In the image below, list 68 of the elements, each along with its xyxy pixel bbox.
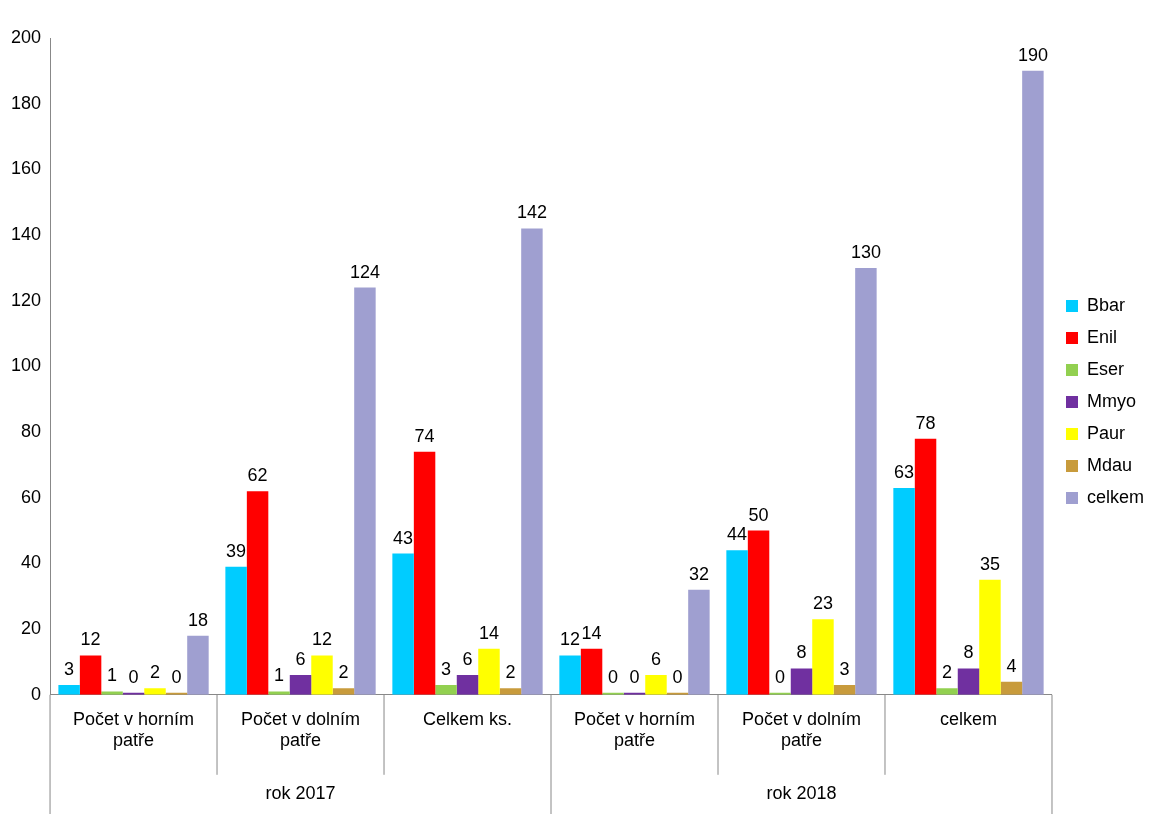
data-label: 0: [608, 666, 619, 687]
data-label: 130: [850, 241, 881, 262]
y-tick-label: 100: [10, 355, 42, 376]
x-tick-label: celkem: [939, 708, 997, 729]
y-tick-label: 140: [10, 224, 42, 245]
data-label: 0: [672, 666, 683, 687]
data-label: 6: [295, 649, 306, 670]
data-label: 3: [441, 658, 452, 679]
x-tick-label: Počet v horním patře: [573, 708, 696, 751]
x-tick-label: Počet v dolním patře: [240, 708, 361, 751]
data-label: 39: [226, 540, 247, 561]
data-label: 8: [796, 642, 807, 663]
y-tick-label: 160: [10, 158, 42, 179]
data-label: 1: [274, 665, 285, 686]
data-label: 6: [650, 649, 661, 670]
data-label: 63: [894, 461, 915, 482]
data-label: 12: [560, 629, 581, 650]
data-label: 12: [311, 629, 333, 650]
x-tick-label: Počet v dolním patře: [741, 708, 862, 751]
data-label: 14: [581, 622, 602, 643]
y-tick-label: 120: [10, 289, 42, 310]
legend-label: Mdau: [1086, 454, 1133, 475]
legend-label: Paur: [1086, 422, 1126, 443]
data-label: 43: [393, 527, 414, 548]
legend-label: celkem: [1086, 486, 1144, 507]
data-label: 142: [516, 202, 547, 223]
data-label: 6: [462, 649, 473, 670]
y-tick-label: 20: [21, 618, 42, 639]
legend-label: Bbar: [1086, 294, 1126, 315]
data-label: 2: [942, 662, 953, 683]
data-label: 190: [1017, 44, 1048, 65]
data-label: 1: [107, 665, 118, 686]
text: rok 2018: [766, 783, 837, 804]
data-label: 74: [414, 425, 435, 446]
y-tick-label: 180: [10, 92, 42, 113]
data-label: 78: [915, 412, 936, 433]
legend-label: Eser: [1086, 358, 1124, 379]
data-label: 35: [979, 553, 1000, 574]
data-label: 62: [247, 465, 268, 486]
x-tick-label: Počet v horním patře: [73, 708, 195, 751]
data-label: 32: [688, 563, 709, 584]
data-label: 8: [963, 642, 974, 663]
text: rok 2017: [265, 783, 336, 804]
data-label: 0: [775, 666, 786, 687]
legend-label: Mmyo: [1086, 390, 1136, 411]
data-label: 4: [1006, 655, 1017, 676]
data-label: 50: [748, 504, 769, 525]
data-label: 124: [349, 261, 380, 282]
data-label: 0: [171, 666, 182, 687]
data-label: 0: [128, 666, 139, 687]
data-label: 3: [839, 658, 850, 679]
x-tick-label: Celkem ks.: [423, 708, 513, 729]
data-label: 3: [64, 658, 75, 679]
y-tick-label: 60: [21, 486, 42, 507]
data-label: 44: [727, 524, 748, 545]
y-tick-label: 80: [21, 421, 42, 442]
y-tick-label: 40: [21, 552, 42, 573]
data-label: 2: [149, 662, 161, 683]
data-label: 18: [187, 609, 208, 630]
data-label: 14: [478, 622, 499, 643]
y-tick-label: 200: [10, 26, 42, 47]
data-label: 0: [629, 666, 640, 687]
y-tick-label: 0: [31, 683, 42, 704]
data-label: 23: [812, 593, 833, 614]
legend-label: Enil: [1086, 326, 1117, 347]
data-label: 2: [505, 662, 516, 683]
data-label: 2: [338, 662, 349, 683]
data-label: 12: [80, 629, 101, 650]
